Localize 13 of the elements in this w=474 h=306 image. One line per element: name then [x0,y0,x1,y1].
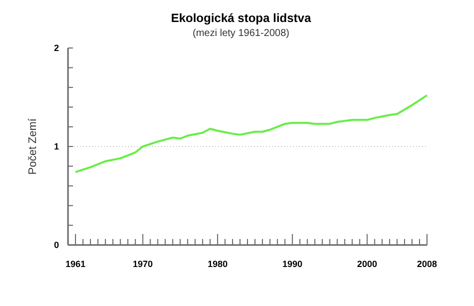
x-tick-label: 1990 [282,259,302,269]
x-tick-label: 2000 [357,259,378,269]
x-tick-label: 1961 [65,259,86,269]
x-tick-label: 1970 [132,259,153,269]
chart-title: Ekologická stopa lidstva [170,11,312,25]
chart-subtitle: (mezi lety 1961-2008) [192,28,290,39]
x-tick-label: 2008 [416,259,438,269]
x-tick-label: 1980 [208,259,228,269]
line-series [74,94,428,174]
y-tick-label: 2 [54,43,59,53]
y-axis-title: Počet Zemí [27,117,39,175]
y-tick-label: 1 [54,142,59,152]
y-tick-label: 0 [54,240,59,250]
